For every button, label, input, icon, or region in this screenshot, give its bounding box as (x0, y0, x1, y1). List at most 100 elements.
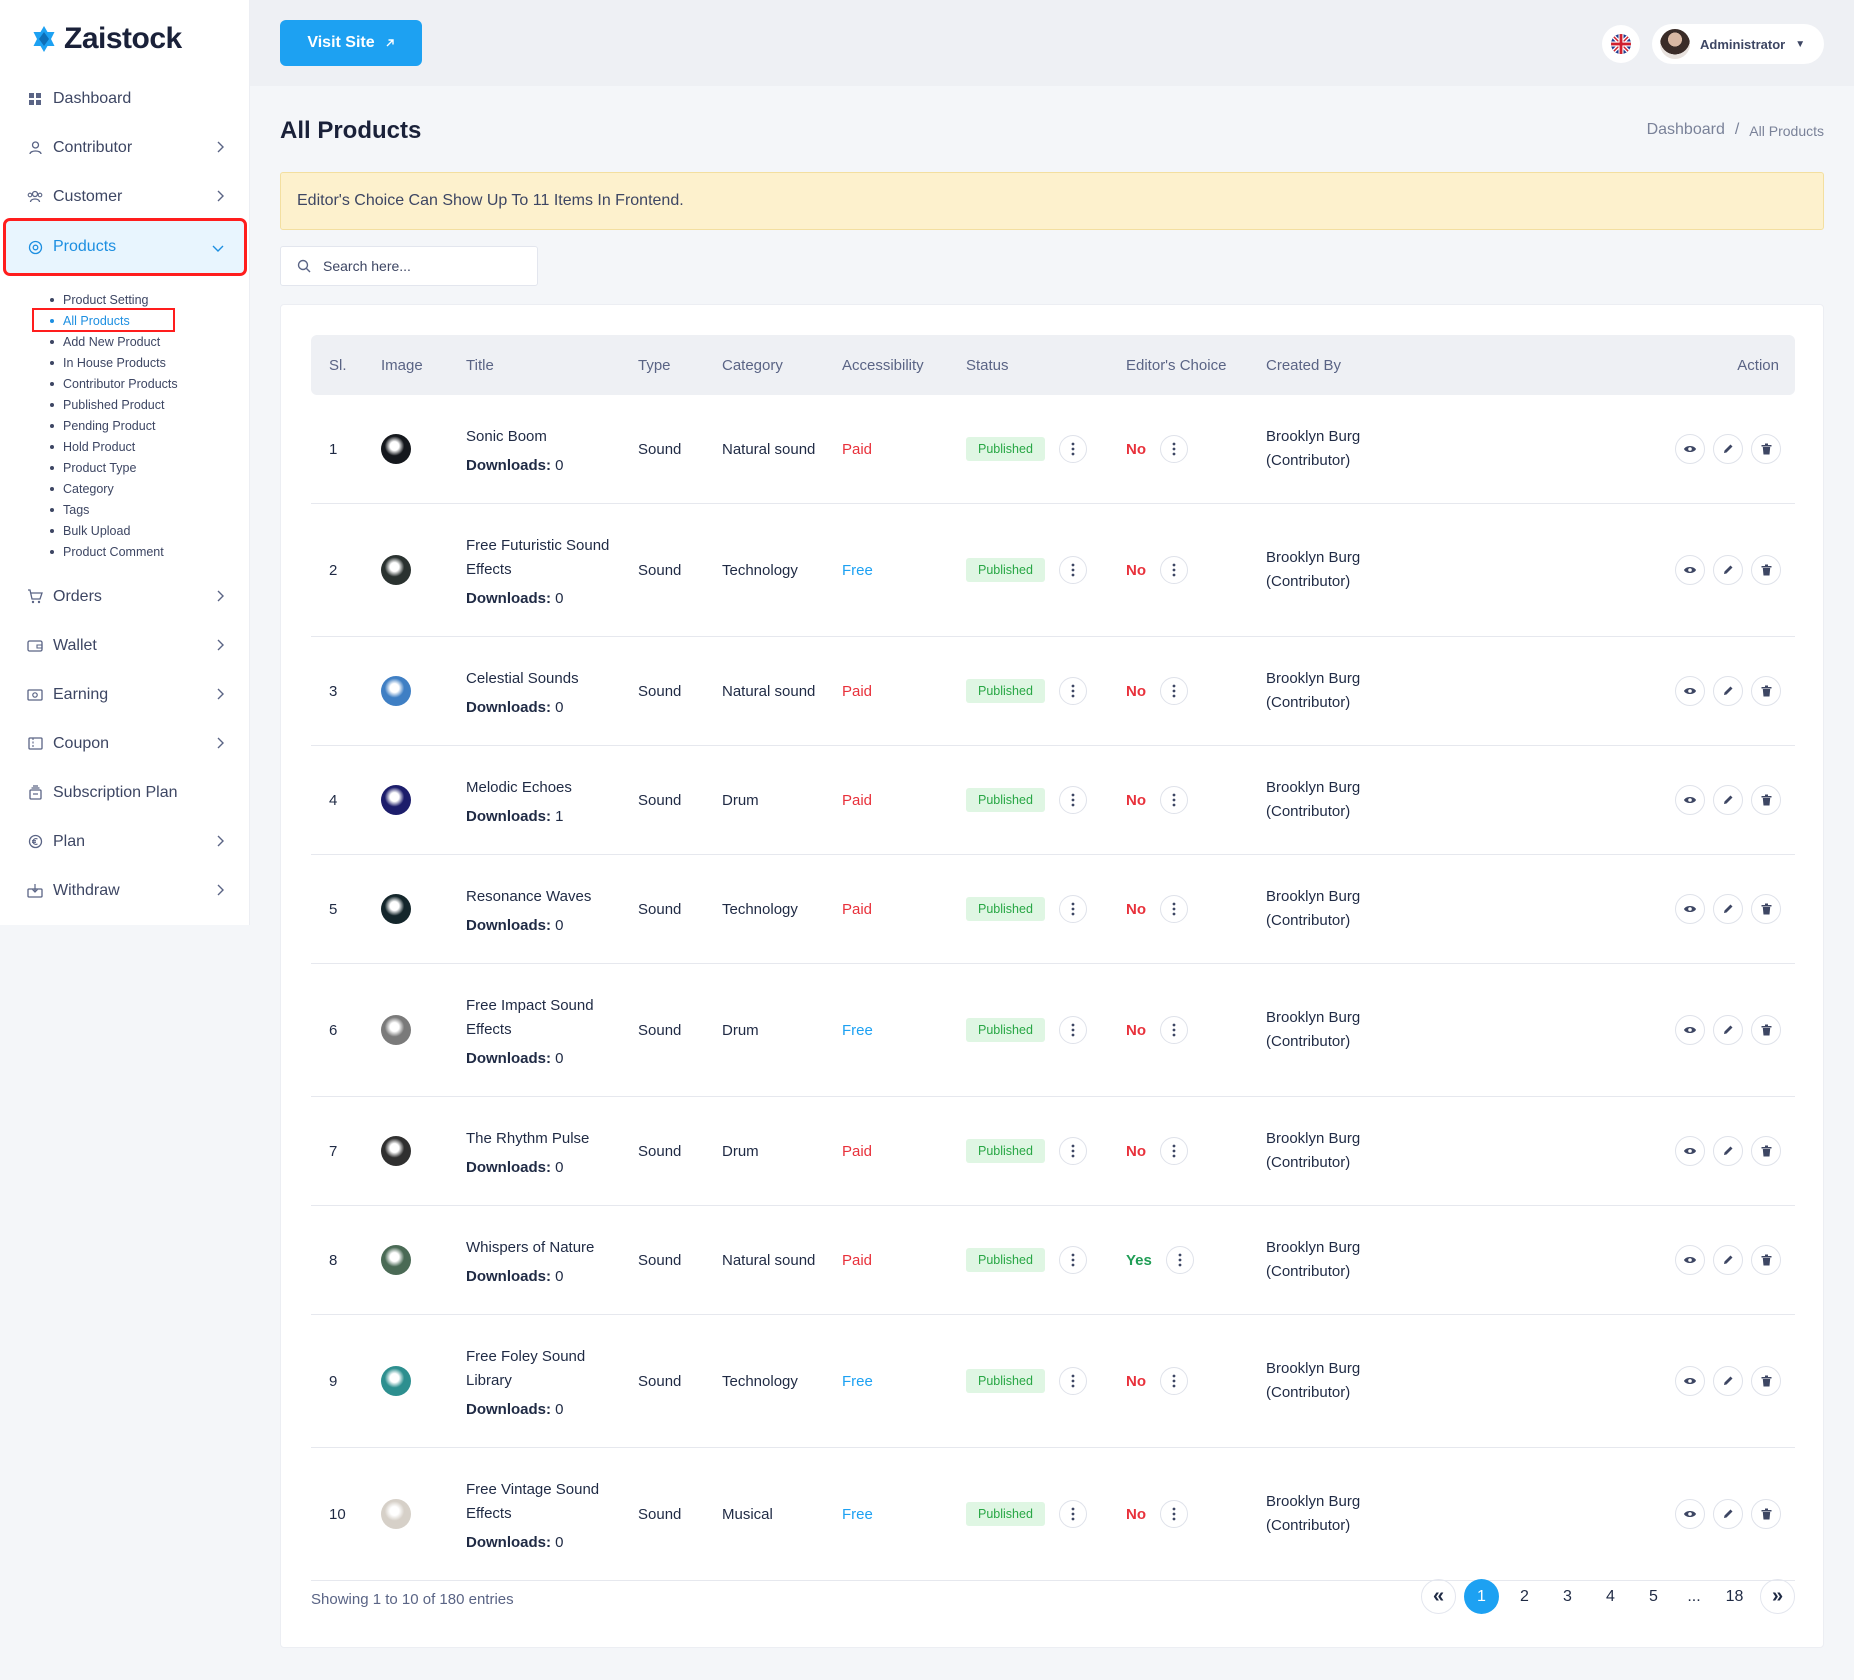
editors-choice-menu-icon[interactable] (1165, 1246, 1194, 1274)
edit-icon[interactable] (1713, 1136, 1743, 1166)
product-thumbnail[interactable] (381, 434, 411, 464)
delete-icon[interactable] (1751, 1136, 1781, 1166)
view-icon[interactable] (1675, 434, 1705, 464)
brand-logo[interactable]: Zaistock (30, 22, 182, 56)
sidebar-item-wallet[interactable]: Wallet (0, 621, 250, 670)
submenu-item-contributor-products[interactable]: Contributor Products (50, 373, 250, 394)
sidebar-item-subscription-plan[interactable]: Subscription Plan (0, 768, 250, 817)
view-icon[interactable] (1675, 555, 1705, 585)
sidebar-item-customer[interactable]: Customer (0, 172, 250, 221)
status-menu-icon[interactable] (1058, 1137, 1087, 1165)
delete-icon[interactable] (1751, 1245, 1781, 1275)
product-title[interactable]: Melodic Echoes (466, 778, 572, 796)
editors-choice-menu-icon[interactable] (1160, 1137, 1188, 1165)
sidebar-item-dashboard[interactable]: Dashboard (0, 74, 250, 123)
product-title[interactable]: Free Vintage Sound Effects (466, 1480, 600, 1522)
product-title[interactable]: Free Impact Sound Effects (466, 996, 594, 1038)
edit-icon[interactable] (1713, 555, 1743, 585)
submenu-item-pending-product[interactable]: Pending Product (50, 415, 250, 436)
delete-icon[interactable] (1751, 1015, 1781, 1045)
editors-choice-menu-icon[interactable] (1160, 895, 1188, 923)
view-icon[interactable] (1675, 785, 1705, 815)
editors-choice-menu-icon[interactable] (1160, 1500, 1188, 1528)
submenu-item-bulk-upload[interactable]: Bulk Upload (50, 520, 250, 541)
sidebar-item-withdraw[interactable]: Withdraw (0, 866, 250, 915)
last-page-icon[interactable]: » (1760, 1579, 1795, 1614)
edit-icon[interactable] (1713, 676, 1743, 706)
sidebar-item-earning[interactable]: Earning (0, 670, 250, 719)
edit-icon[interactable] (1713, 1366, 1743, 1396)
edit-icon[interactable] (1713, 434, 1743, 464)
page-button[interactable]: 2 (1520, 1587, 1529, 1605)
sidebar-item-plan[interactable]: Plan (0, 817, 250, 866)
sidebar-item-orders[interactable]: Orders (0, 572, 250, 621)
product-thumbnail[interactable] (381, 1366, 411, 1396)
product-thumbnail[interactable] (381, 676, 411, 706)
product-title[interactable]: Free Futuristic Sound Effects (466, 536, 610, 578)
status-menu-icon[interactable] (1058, 1246, 1087, 1274)
edit-icon[interactable] (1713, 1499, 1743, 1529)
page-button[interactable]: 18 (1725, 1587, 1744, 1605)
product-title[interactable]: The Rhythm Pulse (466, 1129, 590, 1147)
view-icon[interactable] (1675, 1015, 1705, 1045)
view-icon[interactable] (1675, 1136, 1705, 1166)
view-icon[interactable] (1675, 1499, 1705, 1529)
status-menu-icon[interactable] (1058, 786, 1087, 814)
view-icon[interactable] (1675, 1245, 1705, 1275)
product-thumbnail[interactable] (381, 1499, 411, 1529)
editors-choice-menu-icon[interactable] (1160, 677, 1188, 705)
submenu-item-product-setting[interactable]: Product Setting (50, 289, 250, 310)
product-title[interactable]: Free Foley Sound Library (466, 1347, 586, 1389)
product-title[interactable]: Resonance Waves (466, 887, 592, 905)
edit-icon[interactable] (1713, 1015, 1743, 1045)
editors-choice-menu-icon[interactable] (1160, 1016, 1188, 1044)
first-page-icon[interactable]: « (1421, 1579, 1456, 1614)
submenu-item-tags[interactable]: Tags (50, 499, 250, 520)
view-icon[interactable] (1675, 1366, 1705, 1396)
user-menu[interactable]: Administrator ▼ (1652, 24, 1824, 64)
page-button[interactable]: 4 (1606, 1587, 1615, 1605)
status-menu-icon[interactable] (1058, 1016, 1087, 1044)
product-thumbnail[interactable] (381, 1136, 411, 1166)
delete-icon[interactable] (1751, 676, 1781, 706)
status-menu-icon[interactable] (1058, 435, 1087, 463)
editors-choice-menu-icon[interactable] (1160, 1367, 1188, 1395)
edit-icon[interactable] (1713, 785, 1743, 815)
status-menu-icon[interactable] (1058, 677, 1087, 705)
product-title[interactable]: Whispers of Nature (466, 1238, 595, 1256)
delete-icon[interactable] (1751, 555, 1781, 585)
delete-icon[interactable] (1751, 434, 1781, 464)
edit-icon[interactable] (1713, 1245, 1743, 1275)
status-menu-icon[interactable] (1058, 1500, 1087, 1528)
visit-site-button[interactable]: Visit Site (280, 20, 422, 66)
language-selector[interactable] (1602, 25, 1640, 63)
view-icon[interactable] (1675, 894, 1705, 924)
edit-icon[interactable] (1713, 894, 1743, 924)
status-menu-icon[interactable] (1058, 1367, 1087, 1395)
status-menu-icon[interactable] (1058, 895, 1087, 923)
submenu-item-category[interactable]: Category (50, 478, 250, 499)
view-icon[interactable] (1675, 676, 1705, 706)
delete-icon[interactable] (1751, 894, 1781, 924)
product-thumbnail[interactable] (381, 555, 411, 585)
page-button[interactable]: 5 (1649, 1587, 1658, 1605)
submenu-item-in-house-products[interactable]: In House Products (50, 352, 250, 373)
product-title[interactable]: Celestial Sounds (466, 669, 579, 687)
product-thumbnail[interactable] (381, 894, 411, 924)
product-thumbnail[interactable] (381, 1015, 411, 1045)
submenu-item-add-new-product[interactable]: Add New Product (50, 331, 250, 352)
breadcrumb-dashboard[interactable]: Dashboard (1646, 121, 1725, 138)
search-input[interactable] (323, 258, 523, 274)
submenu-item-published-product[interactable]: Published Product (50, 394, 250, 415)
submenu-item-product-type[interactable]: Product Type (50, 457, 250, 478)
editors-choice-menu-icon[interactable] (1160, 435, 1188, 463)
page-button[interactable]: 1 (1464, 1579, 1499, 1614)
delete-icon[interactable] (1751, 1499, 1781, 1529)
submenu-item-all-products[interactable]: All Products (32, 308, 250, 332)
sidebar-item-coupon[interactable]: Coupon (0, 719, 250, 768)
product-thumbnail[interactable] (381, 1245, 411, 1275)
submenu-item-product-comment[interactable]: Product Comment (50, 541, 250, 562)
delete-icon[interactable] (1751, 1366, 1781, 1396)
sidebar-item-products[interactable]: Products (3, 218, 247, 276)
editors-choice-menu-icon[interactable] (1160, 556, 1188, 584)
